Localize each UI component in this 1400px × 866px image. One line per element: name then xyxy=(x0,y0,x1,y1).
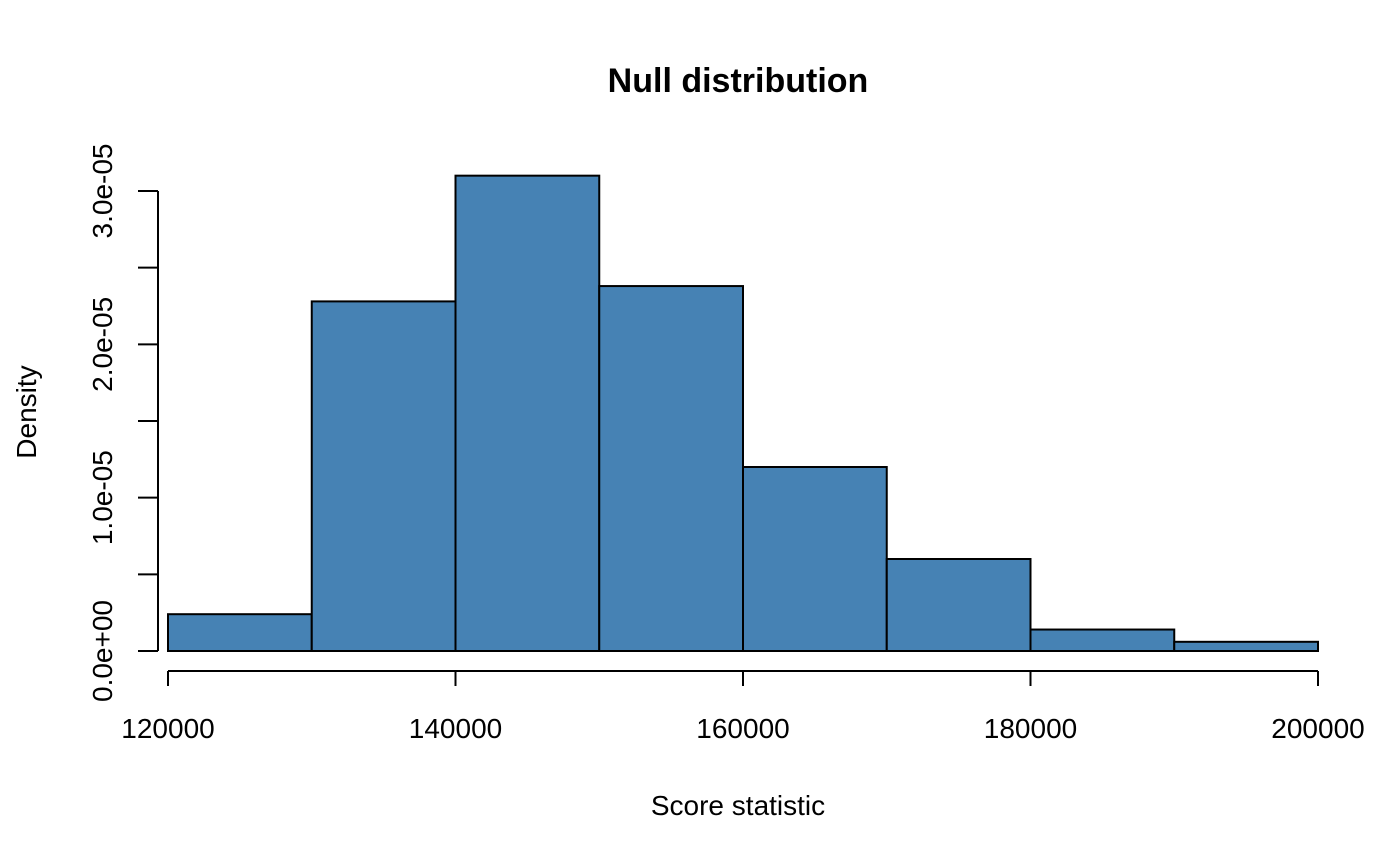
x-tick-label-4: 180000 xyxy=(984,713,1077,744)
histogram-bar-1 xyxy=(167,613,313,653)
x-tick-label-1: 120000 xyxy=(121,713,214,744)
y-tick-label-3: 1.0e-05 xyxy=(87,450,118,545)
x-tick-label-2: 140000 xyxy=(409,713,502,744)
x-tick-label-5: 200000 xyxy=(1271,713,1364,744)
histogram-bar-4 xyxy=(598,285,744,652)
x-axis-label: Score statistic xyxy=(651,790,825,821)
y-tick-label-1: 0.0e+00 xyxy=(87,600,118,702)
bars-group xyxy=(167,174,1319,653)
chart-title: Null distribution xyxy=(608,62,869,100)
y-tick-label-5: 2.0e-05 xyxy=(87,297,118,392)
y-tick-label-7: 3.0e-05 xyxy=(87,144,118,239)
histogram-bar-8 xyxy=(1173,640,1319,652)
x-axis: 120000 140000 160000 180000 200000 xyxy=(121,670,1365,744)
y-axis-label: Density xyxy=(11,365,42,458)
histogram-bar-5 xyxy=(742,466,888,652)
x-tick-label-3: 160000 xyxy=(696,713,789,744)
histogram-bar-3 xyxy=(454,174,601,653)
y-axis: 0.0e+00 1.0e-05 2.0e-05 3.0e-05 xyxy=(87,144,159,702)
histogram-bar-6 xyxy=(885,558,1032,652)
histogram-bar-2 xyxy=(310,300,457,652)
histogram-bar-7 xyxy=(1029,628,1176,652)
